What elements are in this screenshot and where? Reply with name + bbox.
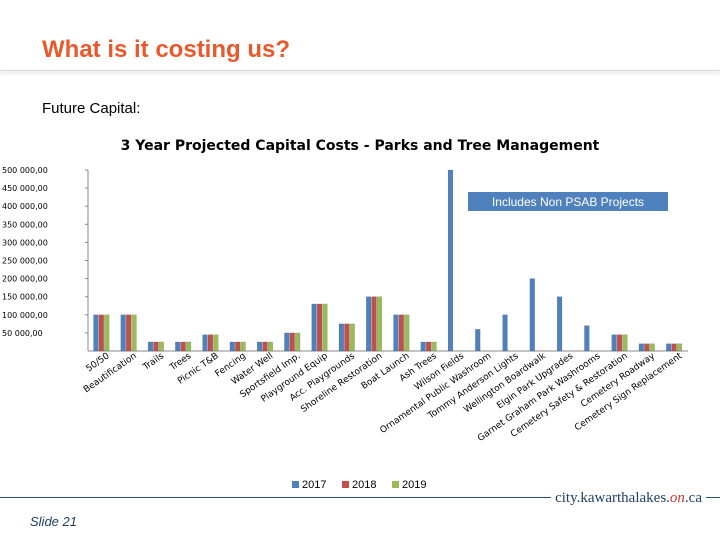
bar-2017-21	[666, 343, 672, 352]
bar-2019-0	[104, 314, 110, 352]
bar-2019-20	[649, 343, 655, 352]
bar-2019-11	[404, 314, 410, 352]
bar-2017-7	[284, 332, 290, 352]
legend-swatch-2019	[392, 481, 399, 488]
brand-url: city.kawarthalakes.on.ca	[551, 490, 706, 507]
bar-2017-9	[338, 323, 344, 352]
brand-on: on	[669, 490, 685, 506]
bar-2017-16	[529, 278, 535, 352]
bar-2017-15	[502, 314, 508, 352]
legend-swatch-2018	[342, 481, 349, 488]
note-text: Includes Non PSAB Projects	[492, 195, 644, 209]
bar-2019-7	[295, 332, 301, 352]
bar-2017-20	[638, 343, 644, 352]
bar-2019-8	[322, 303, 328, 352]
y-tick-label: 350 000,00	[2, 220, 48, 229]
y-tick-label: 150 000,00	[2, 293, 48, 302]
brand-prefix: city.	[555, 490, 581, 506]
bar-2018-2	[153, 341, 159, 352]
y-tick-label: 400 000,00	[2, 202, 48, 211]
bar-2019-4	[213, 334, 219, 352]
y-tick-label: 450 000,00	[2, 184, 48, 193]
slide-subtitle: Future Capital:	[42, 100, 141, 117]
bar-2017-13	[447, 169, 454, 352]
y-tick-label: 500 000,00	[2, 166, 48, 175]
legend-label-2019: 2019	[402, 479, 426, 491]
bar-2018-9	[344, 323, 350, 352]
bar-2018-7	[289, 332, 295, 352]
bar-2017-4	[202, 334, 208, 352]
bar-2018-8	[316, 303, 323, 352]
bar-2017-6	[256, 341, 263, 352]
y-tick-label: 100 000,00	[2, 311, 48, 320]
bar-2017-1	[120, 314, 126, 352]
bar-2019-3	[185, 341, 192, 352]
bar-2017-11	[393, 314, 399, 352]
bar-2018-11	[398, 314, 404, 352]
y-tick-label: 50 000,00	[2, 329, 43, 338]
bar-2018-10	[371, 296, 377, 352]
y-tick-label: 250 000,00	[2, 257, 48, 266]
bar-2019-21	[676, 343, 683, 352]
bar-2017-18	[584, 325, 590, 352]
bar-2017-12	[420, 341, 426, 352]
bar-2017-10	[366, 296, 372, 352]
bar-2018-6	[262, 341, 268, 352]
capital-costs-chart: 3 Year Projected Capital Costs - Parks a…	[2, 138, 688, 491]
chart-title: 3 Year Projected Capital Costs - Parks a…	[121, 138, 600, 154]
bar-2018-1	[126, 314, 132, 352]
brand-main: kawarthalakes.	[580, 490, 670, 506]
bar-2019-5	[240, 341, 246, 352]
bar-2019-19	[622, 334, 628, 352]
bar-2017-0	[93, 314, 99, 352]
bar-2018-21	[671, 343, 677, 352]
slide-number: Slide 21	[30, 514, 77, 529]
bar-2017-17	[556, 296, 563, 352]
legend-label-2017: 2017	[302, 479, 326, 491]
bar-2017-3	[175, 341, 181, 352]
bar-2019-10	[376, 296, 383, 352]
bar-2019-6	[267, 341, 273, 352]
bar-2018-12	[426, 341, 432, 352]
brand-suffix: .ca	[684, 490, 702, 506]
bar-2019-12	[431, 341, 437, 352]
y-tick-label: 200 000,00	[2, 275, 48, 284]
note-box	[468, 192, 668, 211]
legend-swatch-2017	[292, 481, 299, 488]
bar-2019-1	[131, 314, 137, 352]
bar-2018-20	[644, 343, 650, 352]
bar-2017-2	[147, 341, 154, 352]
bar-2018-19	[616, 334, 623, 352]
legend-label-2018: 2018	[352, 479, 376, 491]
bar-2018-0	[98, 314, 104, 352]
bar-2018-3	[180, 341, 186, 352]
bar-2018-4	[207, 334, 214, 352]
title-divider	[0, 70, 720, 71]
slide-title: What is it costing us?	[42, 36, 291, 63]
bar-2017-14	[475, 329, 481, 352]
bar-2019-2	[158, 341, 164, 352]
bar-2017-19	[611, 334, 617, 352]
y-tick-label: 300 000,00	[2, 238, 48, 247]
bar-2017-8	[311, 303, 317, 352]
bar-2018-5	[235, 341, 241, 352]
bar-2019-9	[349, 323, 355, 352]
footer-divider	[0, 497, 720, 498]
x-tick-label: Trails	[141, 351, 167, 373]
bar-2017-5	[229, 341, 235, 352]
